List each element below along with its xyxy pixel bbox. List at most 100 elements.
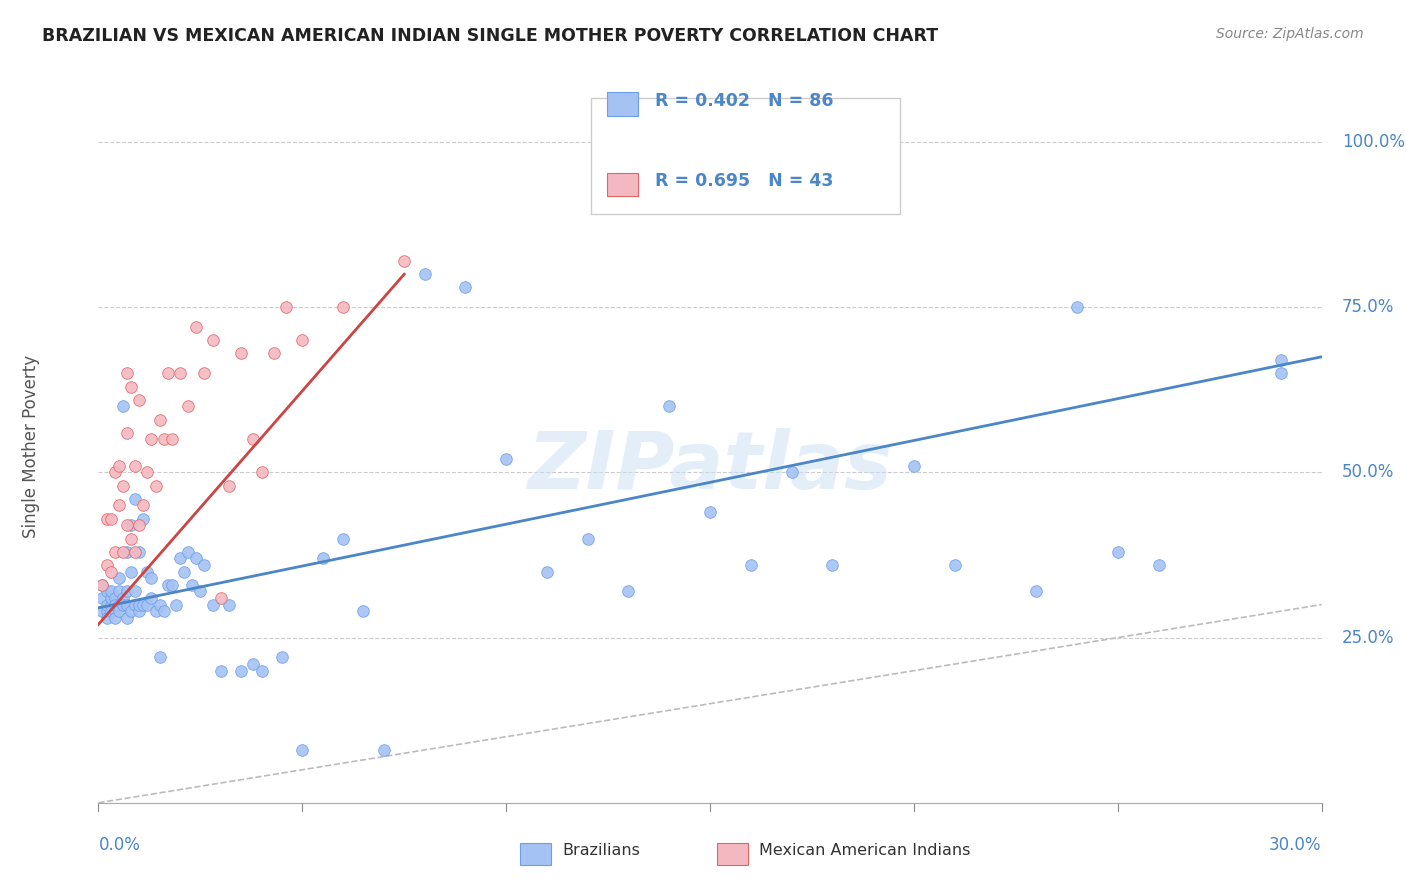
Text: R = 0.402   N = 86: R = 0.402 N = 86 — [655, 92, 834, 110]
Point — [115, 584, 138, 599]
Point — [186, 320, 208, 334]
Point — [1025, 584, 1047, 599]
Point — [177, 545, 200, 559]
Point — [617, 584, 640, 599]
Point — [218, 478, 240, 492]
Point — [108, 571, 131, 585]
Point — [100, 604, 122, 618]
Point — [100, 565, 122, 579]
Text: 30.0%: 30.0% — [1270, 836, 1322, 854]
Point — [145, 478, 167, 492]
Point — [536, 565, 558, 579]
Point — [152, 604, 174, 618]
Text: R = 0.695   N = 43: R = 0.695 N = 43 — [655, 172, 834, 190]
Point — [903, 458, 925, 473]
Point — [218, 598, 240, 612]
Point — [100, 591, 122, 605]
Point — [250, 664, 273, 678]
Text: ZIPatlas: ZIPatlas — [527, 428, 893, 507]
Point — [209, 591, 232, 605]
Point — [699, 505, 721, 519]
Point — [104, 611, 127, 625]
Point — [115, 425, 138, 440]
Point — [1270, 353, 1292, 368]
Point — [100, 584, 122, 599]
Point — [413, 267, 436, 281]
Point — [132, 511, 155, 525]
Point — [352, 604, 374, 618]
Point — [132, 598, 155, 612]
Point — [209, 664, 232, 678]
Point — [115, 518, 138, 533]
Point — [124, 598, 146, 612]
Text: Mexican American Indians: Mexican American Indians — [759, 843, 970, 857]
Point — [332, 300, 354, 314]
Point — [96, 604, 118, 618]
Point — [242, 657, 264, 671]
Point — [149, 598, 172, 612]
Point — [96, 558, 118, 572]
Point — [128, 392, 150, 407]
Point — [108, 458, 131, 473]
Point — [231, 346, 253, 360]
Point — [111, 478, 134, 492]
Point — [96, 584, 118, 599]
Point — [1107, 545, 1129, 559]
Point — [658, 400, 681, 414]
Point — [124, 545, 146, 559]
Point — [115, 611, 138, 625]
Point — [111, 598, 134, 612]
Point — [156, 367, 179, 381]
Point — [173, 565, 195, 579]
Point — [231, 664, 253, 678]
Point — [136, 565, 159, 579]
Point — [156, 578, 179, 592]
Point — [270, 650, 294, 665]
Point — [149, 650, 172, 665]
Point — [169, 367, 191, 381]
Point — [124, 458, 146, 473]
Point — [91, 604, 114, 618]
Point — [104, 466, 127, 480]
Point — [160, 433, 183, 447]
Point — [120, 604, 142, 618]
Point — [188, 584, 212, 599]
Point — [1270, 367, 1292, 381]
Point — [373, 743, 395, 757]
Text: Source: ZipAtlas.com: Source: ZipAtlas.com — [1216, 27, 1364, 41]
Point — [104, 591, 127, 605]
Point — [111, 545, 134, 559]
Point — [312, 551, 335, 566]
Point — [96, 611, 118, 625]
Point — [115, 367, 138, 381]
Point — [821, 558, 844, 572]
Point — [120, 379, 142, 393]
Point — [149, 412, 172, 426]
Point — [96, 511, 118, 525]
Point — [104, 545, 127, 559]
Point — [100, 598, 122, 612]
Point — [120, 518, 142, 533]
Text: Single Mother Poverty: Single Mother Poverty — [22, 354, 41, 538]
Point — [136, 466, 159, 480]
Point — [91, 591, 114, 605]
Point — [108, 584, 131, 599]
Text: 50.0%: 50.0% — [1343, 464, 1395, 482]
Point — [136, 598, 159, 612]
Point — [193, 558, 215, 572]
Point — [943, 558, 966, 572]
Point — [169, 551, 191, 566]
Point — [780, 466, 803, 480]
Point — [120, 532, 142, 546]
Point — [495, 452, 517, 467]
Text: BRAZILIAN VS MEXICAN AMERICAN INDIAN SINGLE MOTHER POVERTY CORRELATION CHART: BRAZILIAN VS MEXICAN AMERICAN INDIAN SIN… — [42, 27, 938, 45]
Point — [263, 346, 285, 360]
Point — [120, 565, 142, 579]
Text: Brazilians: Brazilians — [562, 843, 640, 857]
Point — [740, 558, 762, 572]
Point — [152, 433, 174, 447]
Point — [115, 545, 138, 559]
Point — [108, 604, 131, 618]
Point — [165, 598, 187, 612]
Point — [201, 598, 224, 612]
